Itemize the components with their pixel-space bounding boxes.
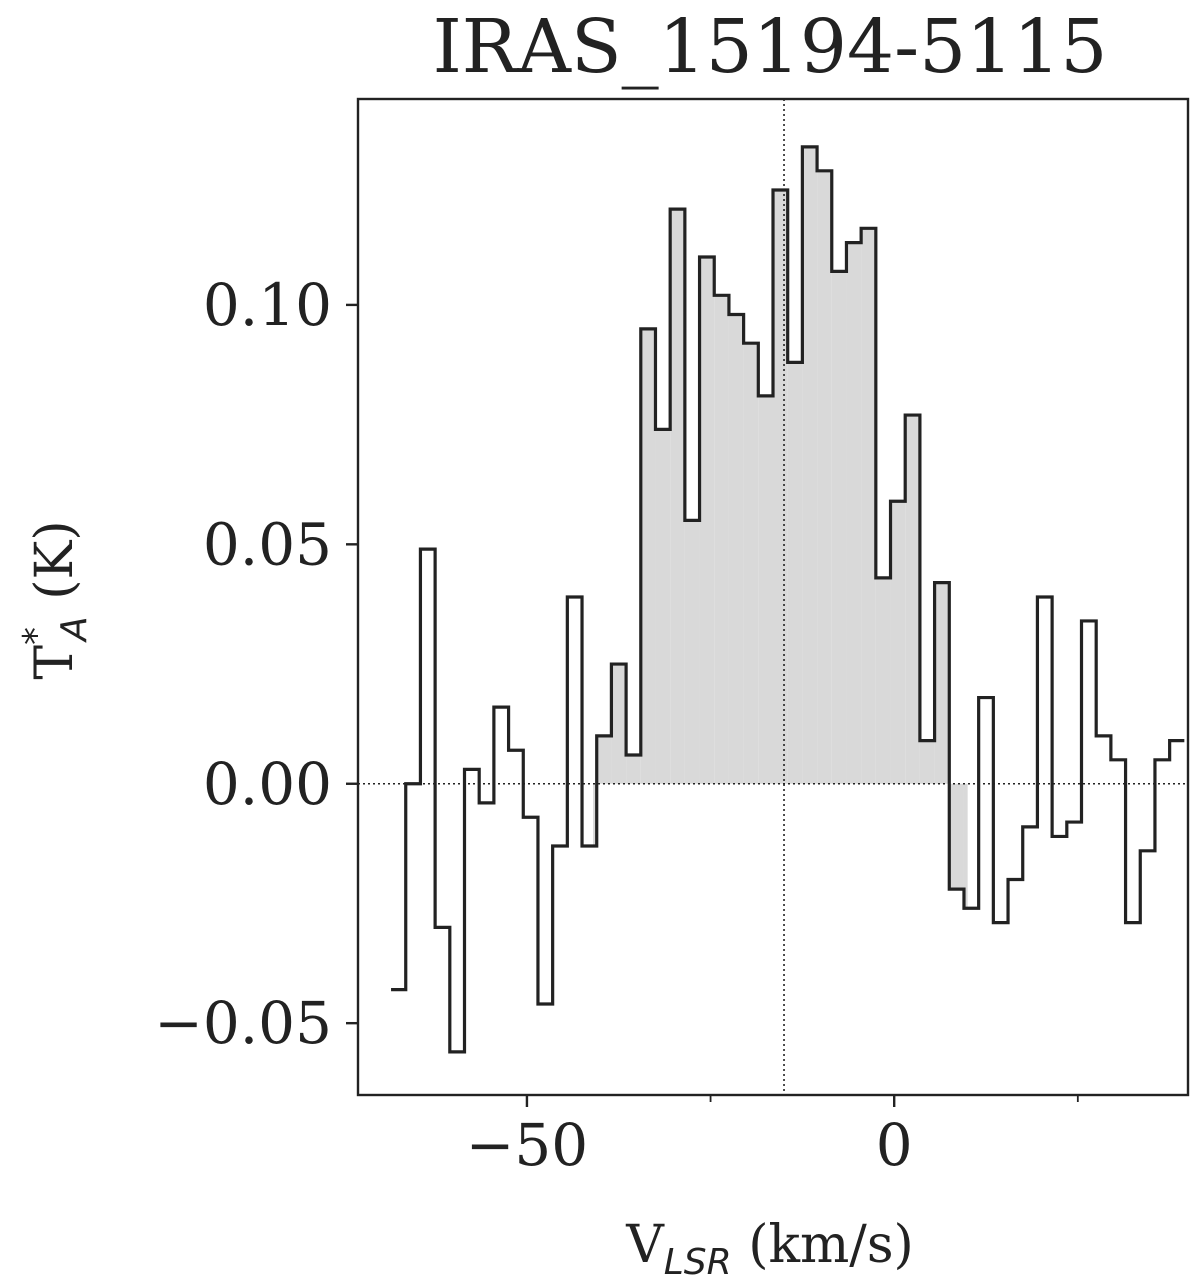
plot-area: −50 0 −0.05 0.00 0.05 0.10 — [154, 97, 1190, 1179]
shaded-bin — [728, 314, 744, 784]
shaded-bin — [626, 755, 641, 784]
chart-title: IRAS_15194-5115 — [433, 4, 1108, 90]
shaded-bin — [846, 242, 862, 784]
shaded-bin — [773, 189, 788, 784]
shaded-bin — [817, 170, 832, 784]
shaded-bin — [890, 501, 906, 784]
shaded-bin — [655, 429, 671, 784]
y-axis-label-unit: (K) — [25, 520, 85, 616]
x-axis-label-unit: (km/s) — [732, 1215, 914, 1275]
x-axis-label-main: V — [625, 1215, 665, 1275]
y-tick-label: −0.05 — [154, 989, 332, 1057]
shaded-bin — [611, 664, 627, 784]
x-tick-label: −50 — [466, 1111, 588, 1179]
shaded-bin — [596, 735, 612, 784]
shaded-bin — [640, 328, 656, 784]
shaded-bin — [963, 783, 968, 909]
y-axis-label: T*A (K) — [16, 520, 95, 679]
shaded-bin — [699, 257, 715, 784]
shaded-bin — [802, 146, 818, 784]
x-axis-label: VLSR (km/s) — [625, 1215, 914, 1283]
y-tick-label: 0.05 — [203, 510, 332, 578]
shaded-bin — [861, 228, 876, 784]
shaded-bin — [758, 395, 773, 784]
y-tick-label: 0.10 — [203, 271, 332, 339]
shaded-bin — [743, 343, 759, 784]
shaded-bin — [787, 362, 803, 784]
y-axis-ticks: −0.05 0.00 0.05 0.10 — [154, 271, 358, 1057]
shaded-region — [593, 146, 968, 909]
shaded-bin — [714, 295, 729, 784]
shaded-bin — [593, 783, 597, 846]
x-tick-label: 0 — [876, 1111, 913, 1179]
y-tick-label: 0.00 — [203, 750, 332, 818]
shaded-bin — [831, 271, 847, 784]
svg-text:T*A (K): T*A (K) — [16, 520, 95, 679]
y-axis-label-subscript: A — [54, 616, 95, 643]
shaded-bin — [949, 783, 964, 890]
shaded-bin — [684, 520, 700, 784]
y-axis-label-main: T — [25, 645, 85, 680]
plot-frame — [356, 97, 1190, 1097]
shaded-bin — [934, 582, 950, 784]
y-axis-label-superscript: * — [16, 627, 57, 645]
shaded-bin — [875, 577, 891, 784]
x-axis-label-subscript: LSR — [664, 1242, 732, 1283]
shaded-bin — [919, 740, 935, 784]
shaded-bin — [905, 415, 920, 784]
shaded-bin — [670, 209, 685, 784]
spectrum-line — [391, 145, 1185, 1054]
x-axis-ticks: −50 0 — [466, 1095, 1079, 1179]
